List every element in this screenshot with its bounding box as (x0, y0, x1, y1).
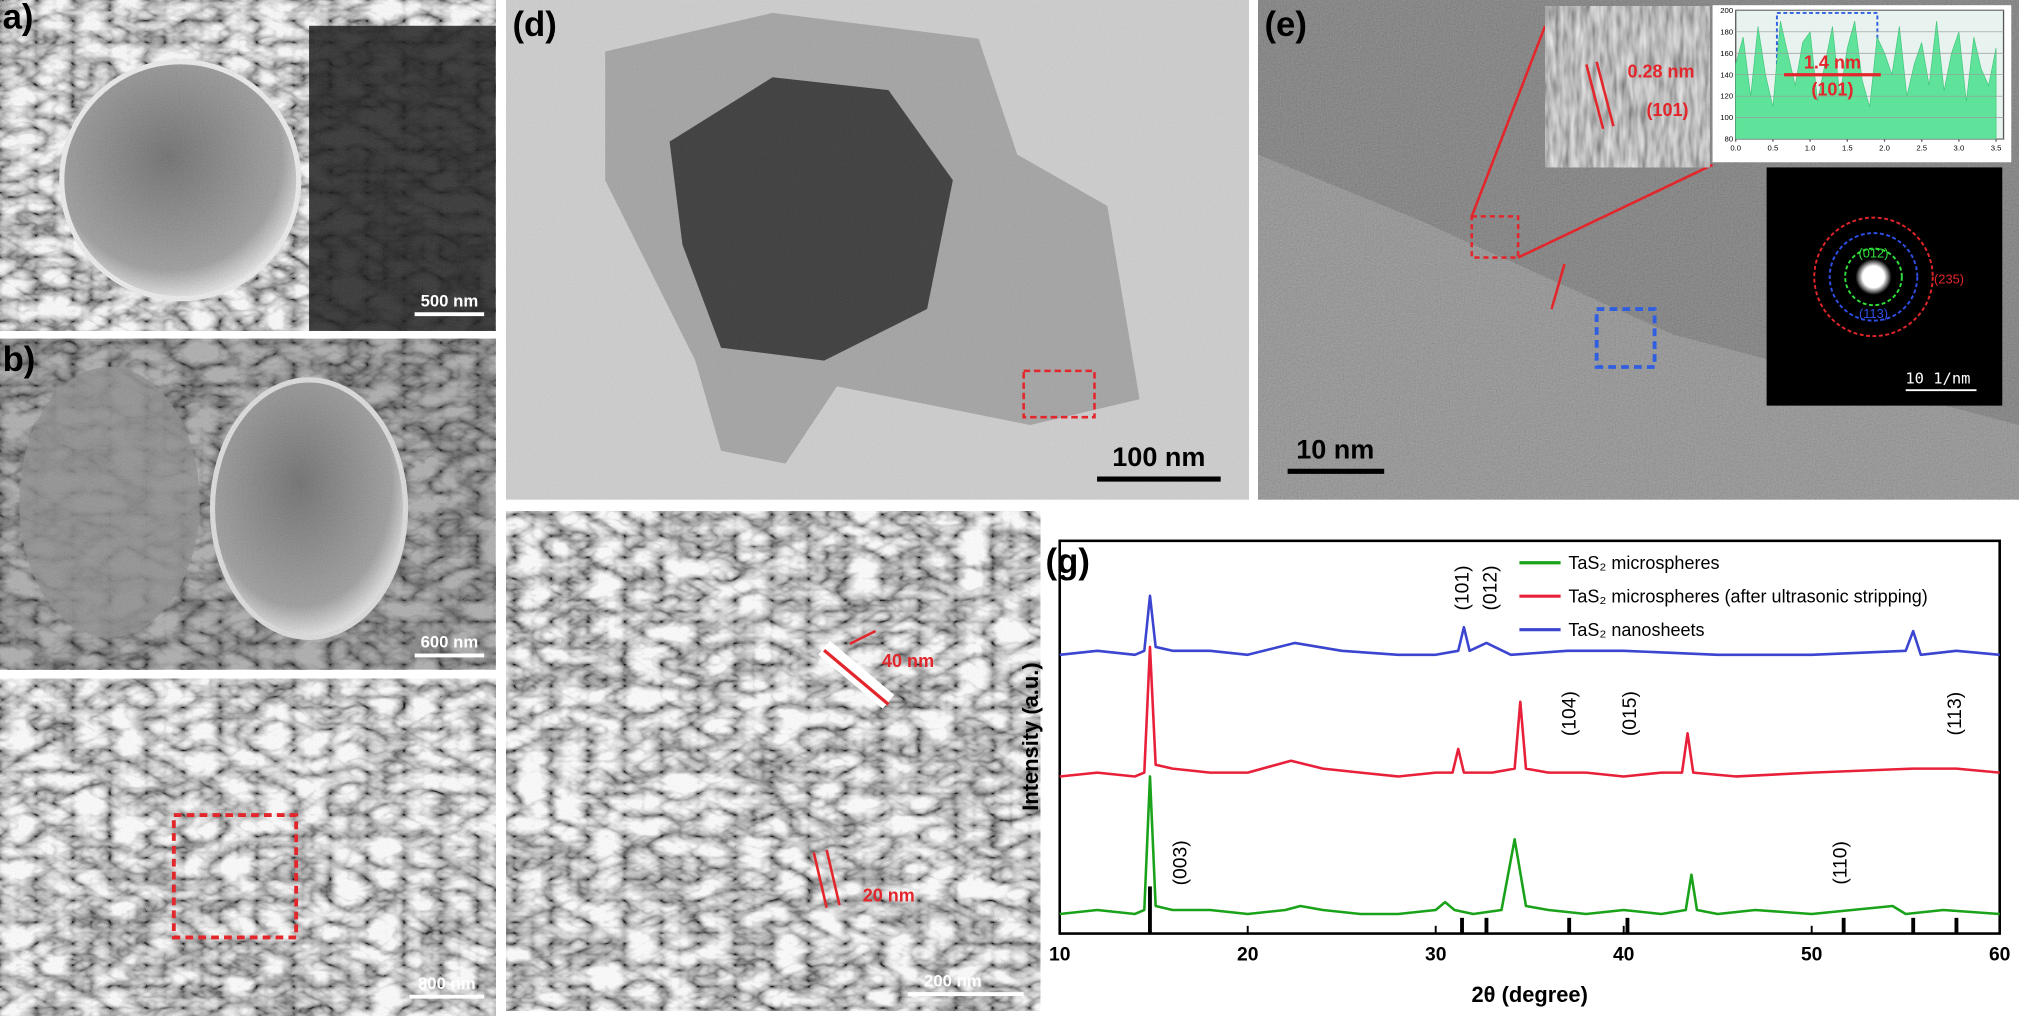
noise (506, 511, 1041, 1011)
y-tick-label: 180 (1720, 27, 1733, 36)
peak-label: (012) (1481, 565, 1502, 610)
y-tick-label: 140 (1720, 70, 1733, 79)
panel-label: a) (3, 0, 34, 36)
panel-label: b) (3, 341, 36, 379)
y-tick-label: 100 (1720, 113, 1733, 122)
region-box (1594, 307, 1657, 369)
x-tick-label: 50 (1801, 945, 1822, 966)
region-box (171, 813, 299, 940)
measure-line (825, 849, 841, 906)
panel-label: (d) (512, 6, 556, 44)
y-tick-label: 200 (1720, 6, 1733, 15)
x-tick-label: 60 (1989, 945, 2010, 966)
fringe-mark (1585, 64, 1605, 130)
x-tick-label: 2.5 (1916, 144, 1927, 153)
y-axis-label: Intensity (a.u.) (1018, 662, 1043, 810)
scale-label: 10 nm (1296, 434, 1374, 464)
lattice-inset (1545, 6, 1710, 168)
y-tick-label: 120 (1720, 92, 1733, 101)
measure-line (849, 629, 877, 645)
peak-label: (110) (1830, 841, 1851, 885)
peak-label: (104) (1560, 691, 1581, 736)
scale-label: 800 nm (418, 974, 476, 993)
thickness-label: 40 nm (882, 651, 934, 671)
diffraction-ring (1828, 232, 1919, 322)
measure-line (812, 852, 828, 909)
x-tick-label: 1.0 (1805, 144, 1816, 153)
legend-label: TaS₂ nanosheets (1568, 620, 1704, 640)
x-tick-label: 20 (1237, 945, 1258, 966)
series-line (1059, 775, 2000, 916)
marker (1550, 263, 1566, 310)
peak-label: (101) (1452, 565, 1473, 610)
peak-label: (015) (1620, 691, 1641, 736)
zoom-line (1470, 25, 1547, 217)
spacing-label: 1.4 nm (1804, 52, 1861, 72)
x-tick-label: 40 (1613, 945, 1634, 966)
region-box (1022, 369, 1096, 419)
thickness-label: 20 nm (863, 885, 915, 905)
plot-frame (1058, 539, 2001, 935)
scale-label: 500 nm (421, 291, 479, 310)
diffraction-ring (1813, 216, 1934, 338)
panel-e: 0.28 nm (101) 0.0 0.5 1.0 1.5 2.0 2.5 3.0 3.5 80… (1258, 0, 2019, 500)
diffraction-ring (1844, 247, 1903, 307)
noise (506, 0, 1249, 500)
legend-label: TaS₂ microspheres (1568, 553, 1719, 573)
panel-d: (d) 100 nm (506, 0, 1249, 500)
ring-label: (235) (1934, 271, 1964, 286)
scale-label: 600 nm (421, 633, 479, 652)
noise (0, 678, 496, 1016)
panel-a: a) 500 nm (0, 0, 496, 331)
lattice-spacing: 0.28 nm (1627, 61, 1694, 81)
peak-label: (003) (1170, 840, 1191, 885)
panel-label: (e) (1264, 6, 1306, 44)
central-spot (1855, 258, 1892, 295)
scale-label: 200 nm (924, 971, 982, 990)
series-line (1059, 594, 2000, 657)
x-tick-label: 3.5 (1991, 144, 2002, 153)
lattice-plane: (101) (1646, 100, 1688, 120)
plane-label: (101) (1811, 79, 1853, 99)
ring-label: (113) (1859, 306, 1888, 321)
x-tick-label: 0.0 (1730, 144, 1741, 153)
profile-area (1735, 20, 1997, 140)
y-tick-label: 80 (1725, 135, 1734, 144)
scale-label: 100 nm (1112, 442, 1205, 472)
ring-label: (012) (1858, 246, 1888, 261)
x-axis-label: 2θ (degree) (1472, 982, 1588, 1007)
x-tick-label: 0.5 (1768, 144, 1779, 153)
peak-label: (113) (1945, 692, 1966, 736)
zoom-line (1517, 163, 1714, 259)
x-tick-label: 1.5 (1842, 144, 1853, 153)
x-tick-label: 2.0 (1879, 144, 1890, 153)
y-tick-label: 160 (1720, 49, 1733, 58)
panel-f: 40 nm 20 nm 200 nm (506, 511, 1041, 1011)
profile-inset: 0.0 0.5 1.0 1.5 2.0 2.5 3.0 3.5 80 100 120 140 160 18… (1712, 5, 2012, 163)
measure-line (823, 649, 890, 706)
legend-label: TaS₂ microspheres (after ultrasonic stri… (1568, 587, 1927, 607)
x-tick-label: 3.0 (1954, 144, 1965, 153)
panel-c: 800 nm (0, 678, 496, 1016)
scale-label: 10 1/nm (1905, 370, 1970, 388)
panel-g: (g) 2θ (degree) Intensity (a.u.) 10 20 30 4… (1018, 539, 2010, 1007)
x-tick-label: 10 (1049, 945, 1070, 966)
noise (0, 338, 496, 670)
panel-b: b) 600 nm (0, 338, 496, 670)
fringe-mark (1595, 61, 1615, 127)
x-tick-label: 30 (1425, 945, 1446, 966)
region-box (1470, 215, 1520, 259)
panel-label: (g) (1046, 543, 1090, 581)
series-line (1059, 645, 2000, 778)
flake-edge (818, 640, 895, 709)
noise (0, 0, 496, 331)
